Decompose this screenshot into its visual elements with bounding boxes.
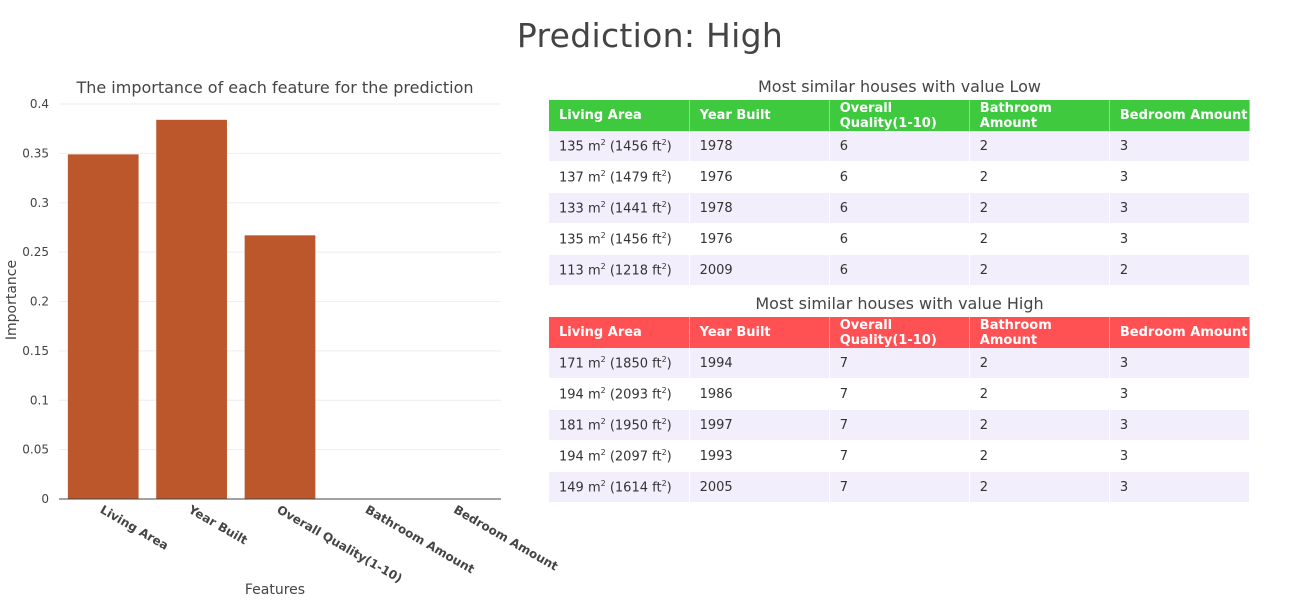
quality-cell: 7 — [829, 409, 970, 441]
column-header: Bedroom Amount — [1109, 100, 1251, 131]
y-tick-label: 0.15 — [22, 344, 49, 358]
bedroom-cell: 3 — [1109, 348, 1251, 379]
year-built-cell: 2009 — [689, 254, 830, 286]
quality-cell: 6 — [829, 131, 970, 162]
bedroom-cell: 3 — [1109, 192, 1251, 224]
bedroom-cell: 3 — [1109, 409, 1251, 441]
quality-cell: 7 — [829, 348, 970, 379]
column-header: Living Area — [549, 100, 690, 131]
y-tick-label: 0.1 — [30, 393, 49, 407]
bedroom-cell: 3 — [1109, 223, 1251, 255]
column-header: Overall Quality(1-10) — [829, 317, 970, 348]
low-table-title: Most similar houses with value Low — [757, 77, 1041, 96]
table-row: 135 m2 (1456 ft2) 1978 6 2 3 — [549, 131, 1251, 162]
x-axis-label: Features — [245, 582, 305, 598]
x-tick-label: Year Built — [185, 502, 250, 548]
bathroom-cell: 2 — [969, 161, 1110, 193]
living-area-cell: 171 m2 (1850 ft2) — [549, 348, 690, 379]
y-tick-label: 0.35 — [22, 146, 49, 160]
y-tick-label: 0.2 — [30, 295, 49, 309]
year-built-cell: 1978 — [689, 192, 830, 224]
living-area-cell: 194 m2 (2097 ft2) — [549, 440, 690, 472]
year-built-cell: 1976 — [689, 223, 830, 255]
table-row: 171 m2 (1850 ft2) 1994 7 2 3 — [549, 348, 1251, 379]
bathroom-cell: 2 — [969, 348, 1110, 379]
column-header: Living Area — [549, 317, 690, 348]
year-built-cell: 1994 — [689, 348, 830, 379]
table-row: 113 m2 (1218 ft2) 2009 6 2 2 — [549, 254, 1251, 286]
column-header: Overall Quality(1-10) — [829, 100, 970, 131]
y-tick-label: 0.3 — [30, 196, 49, 210]
table-row: 133 m2 (1441 ft2) 1978 6 2 3 — [549, 192, 1251, 224]
high-table-title: Most similar houses with value High — [755, 294, 1044, 313]
table-row: 137 m2 (1479 ft2) 1976 6 2 3 — [549, 161, 1251, 193]
bar[interactable] — [67, 154, 139, 500]
bathroom-cell: 2 — [969, 440, 1110, 472]
living-area-cell: 133 m2 (1441 ft2) — [549, 192, 690, 224]
living-area-cell: 135 m2 (1456 ft2) — [549, 131, 690, 162]
living-area-cell: 149 m2 (1614 ft2) — [549, 471, 690, 503]
bedroom-cell: 3 — [1109, 440, 1251, 472]
living-area-cell: 113 m2 (1218 ft2) — [549, 254, 690, 286]
bar[interactable] — [244, 235, 316, 499]
table-row: 149 m2 (1614 ft2) 2005 7 2 3 — [549, 471, 1251, 503]
y-axis-label: Importance — [4, 260, 20, 340]
bathroom-cell: 2 — [969, 471, 1110, 503]
bathroom-cell: 2 — [969, 131, 1110, 162]
bathroom-cell: 2 — [969, 192, 1110, 224]
bedroom-cell: 3 — [1109, 471, 1251, 503]
year-built-cell: 2005 — [689, 471, 830, 503]
y-tick-label: 0.05 — [22, 443, 49, 457]
feature-importance-chart: The importance of each feature for the p… — [4, 78, 560, 598]
table-row: 194 m2 (2093 ft2) 1986 7 2 3 — [549, 378, 1251, 410]
bedroom-cell: 3 — [1109, 378, 1251, 410]
bedroom-cell: 3 — [1109, 161, 1251, 193]
x-tick-label: Living Area — [98, 502, 171, 552]
column-header: Bathroom Amount — [969, 317, 1110, 348]
quality-cell: 7 — [829, 378, 970, 410]
low-similar-houses-table: Living Area Year Built Overall Quality(1-1… — [549, 100, 1251, 286]
y-tick-label: 0.25 — [22, 245, 49, 259]
y-tick-label: 0.4 — [30, 97, 49, 111]
quality-cell: 6 — [829, 223, 970, 255]
column-header: Year Built — [689, 317, 830, 348]
bar[interactable] — [156, 119, 227, 500]
table-row: 135 m2 (1456 ft2) 1976 6 2 3 — [549, 223, 1251, 255]
living-area-cell: 181 m2 (1950 ft2) — [549, 409, 690, 441]
year-built-cell: 1997 — [689, 409, 830, 441]
column-header: Bathroom Amount — [969, 100, 1110, 131]
year-built-cell: 1978 — [689, 131, 830, 162]
living-area-cell: 194 m2 (2093 ft2) — [549, 378, 690, 410]
table-row: 194 m2 (2097 ft2) 1993 7 2 3 — [549, 440, 1251, 472]
quality-cell: 7 — [829, 440, 970, 472]
y-tick-label: 0 — [41, 492, 49, 506]
page-title: Prediction: High — [516, 16, 784, 55]
quality-cell: 7 — [829, 471, 970, 503]
bathroom-cell: 2 — [969, 254, 1110, 286]
column-header: Bedroom Amount — [1109, 317, 1251, 348]
year-built-cell: 1986 — [689, 378, 830, 410]
year-built-cell: 1993 — [689, 440, 830, 472]
bedroom-cell: 2 — [1109, 254, 1251, 286]
quality-cell: 6 — [829, 254, 970, 286]
chart-title: The importance of each feature for the p… — [75, 78, 473, 97]
column-header: Year Built — [689, 100, 830, 131]
bathroom-cell: 2 — [969, 409, 1110, 441]
table-row: 181 m2 (1950 ft2) 1997 7 2 3 — [549, 409, 1251, 441]
bathroom-cell: 2 — [969, 223, 1110, 255]
quality-cell: 6 — [829, 192, 970, 224]
living-area-cell: 135 m2 (1456 ft2) — [549, 223, 690, 255]
bedroom-cell: 3 — [1109, 131, 1251, 162]
living-area-cell: 137 m2 (1479 ft2) — [549, 161, 690, 193]
quality-cell: 6 — [829, 161, 970, 193]
year-built-cell: 1976 — [689, 161, 830, 193]
bathroom-cell: 2 — [969, 378, 1110, 410]
high-similar-houses-table: Living Area Year Built Overall Quality(1-1… — [549, 317, 1251, 503]
